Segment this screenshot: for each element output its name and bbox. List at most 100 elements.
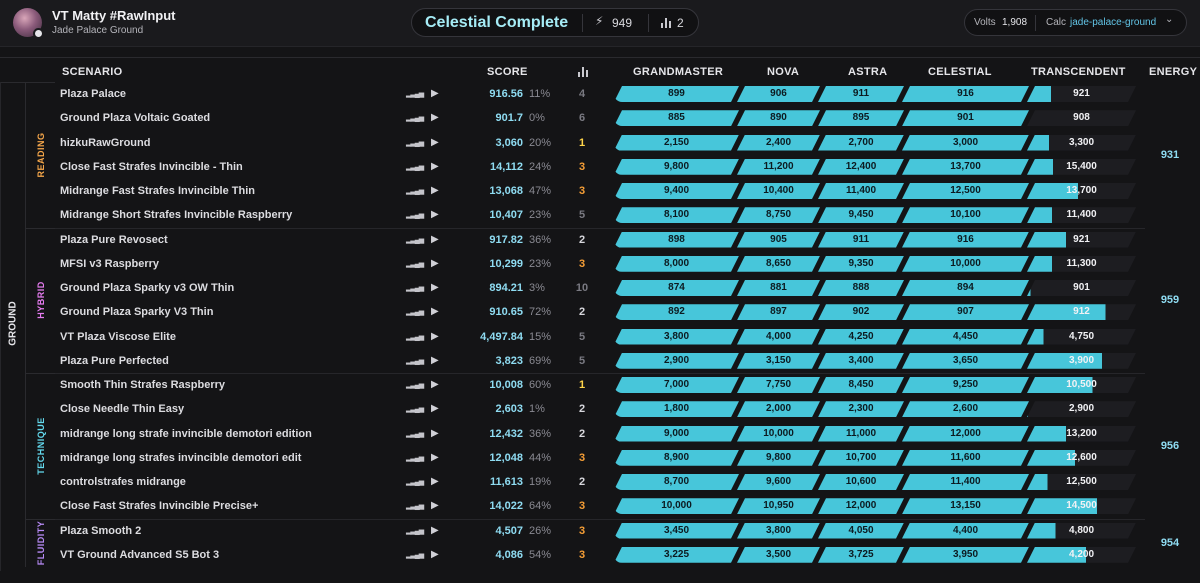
play-icon[interactable]: ▶ bbox=[431, 209, 439, 221]
column-score[interactable]: SCORE bbox=[487, 66, 528, 78]
play-icon[interactable]: ▶ bbox=[431, 500, 439, 512]
avatar[interactable] bbox=[13, 8, 44, 39]
play-icon[interactable]: ▶ bbox=[431, 548, 439, 560]
play-icon[interactable]: ▶ bbox=[431, 160, 439, 172]
scenario-name[interactable]: Close Needle Thin Easy bbox=[60, 403, 185, 416]
scenario-name[interactable]: Close Fast Strafes Invincible Precise+ bbox=[60, 500, 259, 513]
scenario-name[interactable]: Plaza Pure Revosect bbox=[60, 233, 168, 246]
play-icon[interactable]: ▶ bbox=[431, 233, 439, 245]
signal-bars-icon[interactable]: ▂▃▄▅ bbox=[406, 309, 424, 317]
energy-value: 959 bbox=[1160, 294, 1180, 307]
signal-bars-icon[interactable]: ▂▃▄▅ bbox=[406, 115, 424, 123]
score-percent: 64% bbox=[529, 500, 552, 513]
table-row[interactable]: Ground Plaza Sparky V3 Thin ▂▃▄▅ ▶ 910.65 72… bbox=[55, 300, 1145, 324]
table-row[interactable]: Plaza Smooth 2 ▂▃▄▅ ▶ 4,507 26% 3 3,450 3,800 4,… bbox=[55, 519, 1145, 543]
scenario-name[interactable]: Ground Plaza Sparky v3 OW Thin bbox=[60, 282, 235, 294]
scenario-name[interactable]: hizkuRawGround bbox=[60, 136, 151, 149]
table-row[interactable]: Plaza Pure Revosect ▂▃▄▅ ▶ 917.82 36% 2 898 905… bbox=[55, 228, 1145, 252]
play-icon[interactable]: ▶ bbox=[431, 330, 439, 342]
scenario-name[interactable]: Ground Plaza Voltaic Goated bbox=[60, 112, 211, 125]
play-icon[interactable]: ▶ bbox=[431, 379, 439, 390]
table-row[interactable]: controlstrafes midrange ▂▃▄▅ ▶ 11,613 19% 2 8,… bbox=[55, 470, 1145, 494]
table-row[interactable]: VT Plaza Viscose Elite ▂▃▄▅ ▶ 4,497.84 15% 5 3… bbox=[55, 325, 1145, 349]
score-value: 12,432 bbox=[489, 427, 523, 440]
table-row[interactable]: Midrange Short Strafes Invincible Raspbe… bbox=[55, 203, 1145, 227]
signal-bars-icon[interactable]: ▂▃▄▅ bbox=[406, 212, 424, 220]
play-icon[interactable]: ▶ bbox=[431, 476, 439, 487]
table-row[interactable]: Plaza Pure Perfected ▂▃▄▅ ▶ 3,823 69% 5 2,900 3… bbox=[55, 349, 1145, 373]
scenario-name[interactable]: Close Fast Strafes Invincible - Thin bbox=[60, 160, 243, 173]
table-row[interactable]: MFSI v3 Raspberry ▂▃▄▅ ▶ 10,299 23% 3 8,000 8,6… bbox=[55, 252, 1145, 276]
table-row[interactable]: Close Fast Strafes Invincible Precise+ ▂▃… bbox=[55, 494, 1145, 518]
play-icon[interactable]: ▶ bbox=[431, 354, 439, 366]
table-row[interactable]: VT Ground Advanced S5 Bot 3 ▂▃▄▅ ▶ 4,086 54%… bbox=[55, 543, 1145, 567]
table-row[interactable]: Close Fast Strafes Invincible - Thin ▂▃▄▅… bbox=[55, 155, 1145, 179]
signal-bars-icon[interactable]: ▂▃▄▅ bbox=[406, 454, 424, 462]
energy-value: 931 bbox=[1160, 148, 1180, 161]
play-icon[interactable]: ▶ bbox=[431, 451, 439, 463]
signal-bars-icon[interactable]: ▂▃▄▅ bbox=[406, 163, 424, 171]
scenario-name[interactable]: Plaza Palace bbox=[60, 88, 127, 100]
table-row[interactable]: midrange long strafe invincible demotori… bbox=[55, 422, 1145, 446]
play-icon[interactable]: ▶ bbox=[431, 112, 439, 124]
scenario-name[interactable]: VT Plaza Viscose Elite bbox=[60, 330, 176, 343]
table-row[interactable]: midrange long strafes invincible demotor… bbox=[55, 446, 1145, 470]
table-row[interactable]: hizkuRawGround ▂▃▄▅ ▶ 3,060 20% 1 2,150 2,400 2,… bbox=[55, 131, 1145, 155]
chevron-down-icon[interactable]: ⌄ bbox=[1165, 14, 1174, 25]
scenario-name[interactable]: Plaza Pure Perfected bbox=[60, 354, 169, 367]
signal-bars-icon[interactable]: ▂▃▄▅ bbox=[406, 285, 424, 292]
play-icon[interactable]: ▶ bbox=[431, 185, 439, 196]
signal-bars-icon[interactable]: ▂▃▄▅ bbox=[406, 236, 424, 244]
scenario-name[interactable]: controlstrafes midrange bbox=[60, 476, 186, 488]
score-value: 14,022 bbox=[489, 500, 523, 513]
scenario-name[interactable]: MFSI v3 Raspberry bbox=[60, 257, 160, 270]
table-row[interactable]: Plaza Palace ▂▃▄▅ ▶ 916.56 11% 4 899 906 911 916 9… bbox=[55, 82, 1145, 106]
signal-bars-icon[interactable]: ▂▃▄▅ bbox=[406, 333, 424, 341]
table-row[interactable]: Close Needle Thin Easy ▂▃▄▅ ▶ 2,603 1% 2 1,800… bbox=[55, 397, 1145, 421]
signal-bars-icon[interactable]: ▂▃▄▅ bbox=[406, 430, 424, 438]
column-energy: ENERGY bbox=[1149, 66, 1198, 78]
scenario-name[interactable]: Plaza Smooth 2 bbox=[60, 524, 142, 537]
play-icon[interactable]: ▶ bbox=[431, 403, 439, 415]
signal-bars-icon[interactable]: ▂▃▄▅ bbox=[406, 503, 424, 511]
scenario-name[interactable]: midrange long strafe invincible demotori… bbox=[60, 427, 312, 440]
rank-column-bars-icon[interactable] bbox=[577, 65, 589, 77]
calc-selector[interactable]: Volts 1,908 Calc jade-palace-ground ⌄ bbox=[964, 9, 1187, 36]
category-fluidity: FLUIDITY bbox=[25, 518, 55, 567]
table-row[interactable]: Smooth Thin Strafes Raspberry ▂▃▄▅ ▶ 10,008… bbox=[55, 373, 1145, 397]
table-row[interactable]: Ground Plaza Sparky v3 OW Thin ▂▃▄▅ ▶ 894.2… bbox=[55, 276, 1145, 300]
threshold-bar-astra: 911 bbox=[818, 86, 904, 102]
scenario-name[interactable]: Ground Plaza Sparky V3 Thin bbox=[60, 306, 214, 319]
table-row[interactable]: Ground Plaza Voltaic Goated ▂▃▄▅ ▶ 901.7 0% 6… bbox=[55, 106, 1145, 130]
play-icon[interactable]: ▶ bbox=[431, 257, 439, 269]
calc-value[interactable]: jade-palace-ground bbox=[1070, 17, 1157, 28]
score-percent: 23% bbox=[529, 257, 552, 270]
scenario-name[interactable]: midrange long strafes invincible demotor… bbox=[60, 451, 302, 464]
column-scenario[interactable]: SCENARIO bbox=[62, 66, 123, 78]
table-row[interactable]: Midrange Fast Strafes Invincible Thin ▂▃▄… bbox=[55, 179, 1145, 203]
play-icon[interactable]: ▶ bbox=[431, 282, 439, 293]
signal-bars-icon[interactable]: ▂▃▄▅ bbox=[406, 479, 424, 486]
signal-bars-icon[interactable]: ▂▃▄▅ bbox=[406, 551, 424, 559]
scenario-name[interactable]: VT Ground Advanced S5 Bot 3 bbox=[60, 548, 220, 561]
signal-bars-icon[interactable]: ▂▃▄▅ bbox=[406, 188, 424, 195]
play-icon[interactable]: ▶ bbox=[431, 427, 439, 439]
signal-bars-icon[interactable]: ▂▃▄▅ bbox=[406, 139, 424, 147]
signal-bars-icon[interactable]: ▂▃▄▅ bbox=[406, 406, 424, 414]
threshold-bar-nova: 905 bbox=[737, 232, 820, 248]
signal-bars-icon[interactable]: ▂▃▄▅ bbox=[406, 527, 424, 535]
play-icon[interactable]: ▶ bbox=[431, 136, 439, 148]
scenario-name[interactable]: Midrange Short Strafes Invincible Raspbe… bbox=[60, 209, 293, 222]
scenario-name[interactable]: Smooth Thin Strafes Raspberry bbox=[60, 379, 226, 391]
signal-bars-icon[interactable]: ▂▃▄▅ bbox=[406, 91, 424, 98]
play-icon[interactable]: ▶ bbox=[431, 524, 439, 536]
rank-value: 5 bbox=[578, 209, 586, 222]
scenario-name[interactable]: Midrange Fast Strafes Invincible Thin bbox=[60, 185, 255, 197]
play-icon[interactable]: ▶ bbox=[431, 306, 439, 318]
threshold-bar-nova: 7,750 bbox=[737, 377, 820, 393]
threshold-bar-transcendent: 12,500 bbox=[1027, 474, 1136, 490]
signal-bars-icon[interactable]: ▂▃▄▅ bbox=[406, 260, 424, 268]
signal-bars-icon[interactable]: ▂▃▄▅ bbox=[406, 357, 424, 365]
signal-bars-icon[interactable]: ▂▃▄▅ bbox=[406, 382, 424, 389]
play-icon[interactable]: ▶ bbox=[431, 88, 439, 99]
